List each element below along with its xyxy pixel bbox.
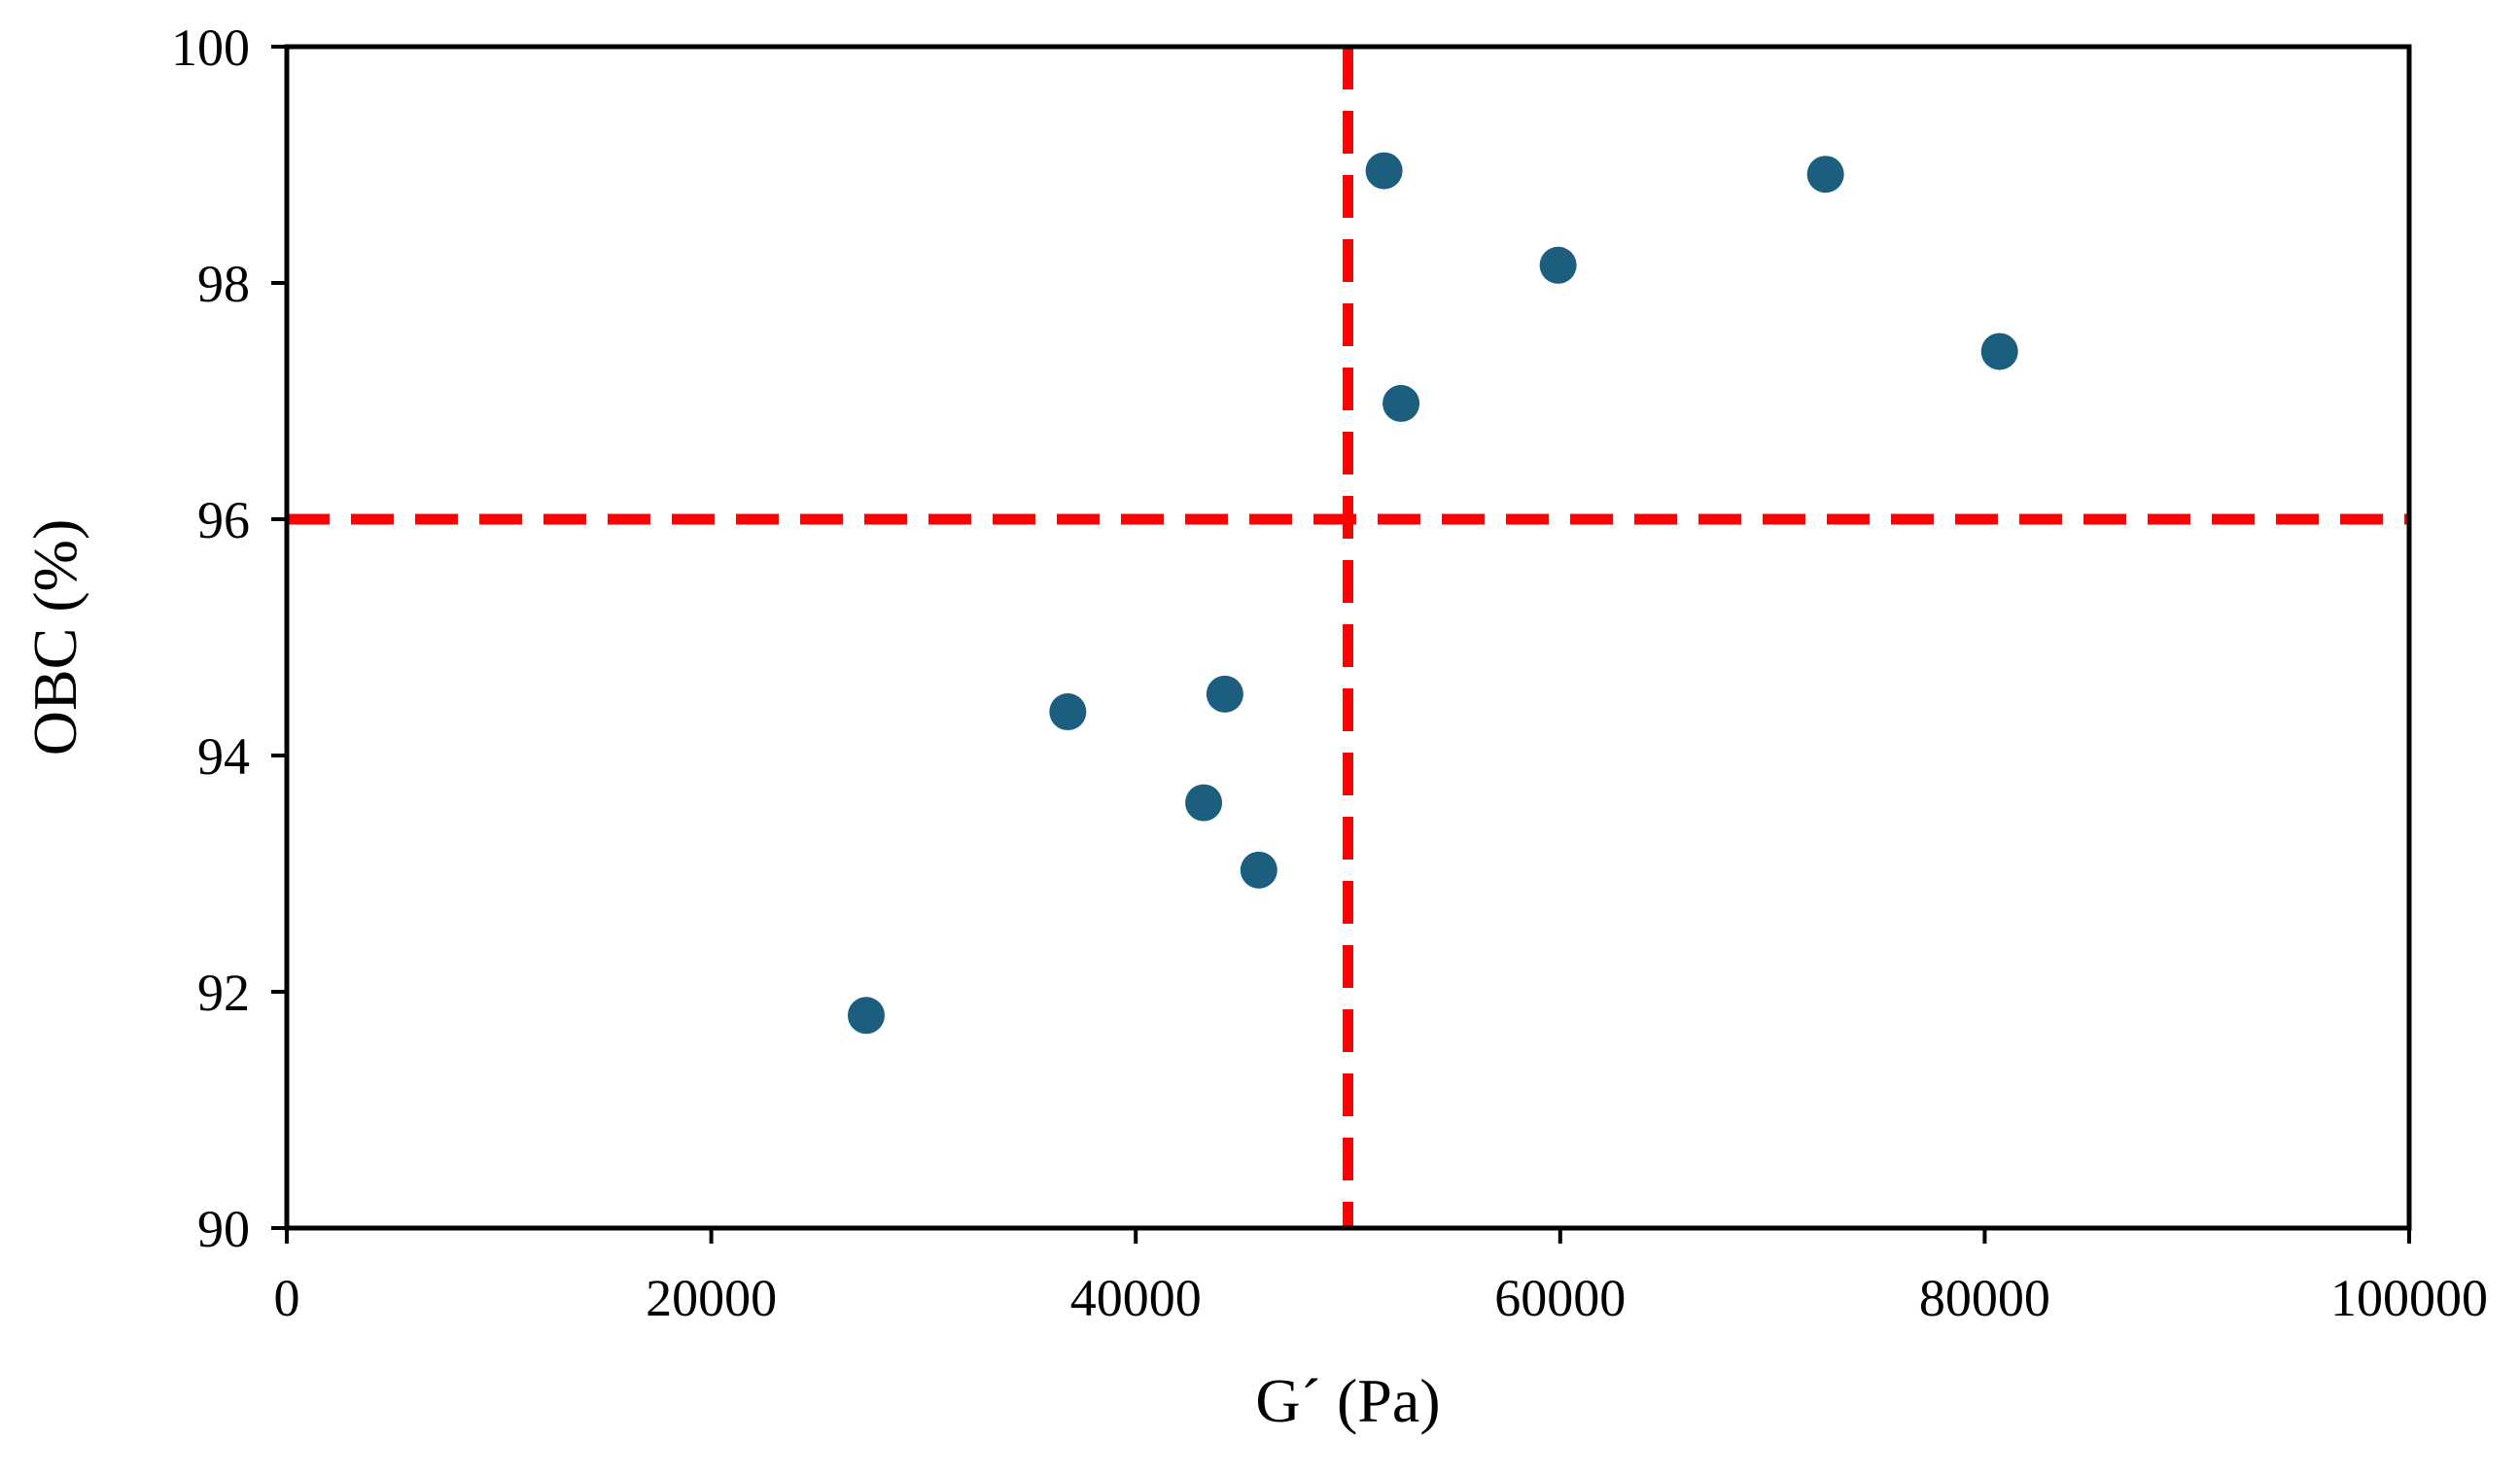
data-point — [1980, 333, 2018, 370]
y-tick-label: 100 — [171, 18, 250, 77]
data-point — [1240, 851, 1278, 889]
y-tick-label: 96 — [197, 491, 250, 549]
data-point — [1206, 675, 1243, 713]
data-points — [847, 152, 2018, 1035]
tick-labels: 0 20000 40000 60000 80000 100000 90 92 94 96 98 100 — [171, 18, 2488, 1327]
plot-frame — [284, 44, 2412, 1231]
threshold-lines — [287, 47, 2409, 1228]
y-axis-title: OBC (%) — [20, 519, 89, 756]
data-point — [1365, 152, 1403, 190]
ticks-layer — [271, 45, 2411, 1244]
x-tick-label: 80000 — [1919, 1269, 2050, 1327]
y-tick-label: 98 — [197, 255, 250, 313]
y-tick-label: 92 — [197, 964, 250, 1022]
x-axis-title: G´ (Pa) — [1255, 1366, 1440, 1435]
data-point — [1806, 156, 1844, 193]
data-point — [1185, 784, 1223, 822]
y-tick-label: 90 — [197, 1200, 250, 1258]
x-tick-label: 100000 — [2330, 1269, 2488, 1327]
data-point — [1382, 384, 1420, 422]
data-point — [1539, 246, 1577, 284]
x-tick-label: 20000 — [646, 1269, 777, 1327]
x-tick-label: 60000 — [1494, 1269, 1626, 1327]
y-tick-label: 94 — [197, 727, 250, 786]
x-tick-label: 40000 — [1070, 1269, 1202, 1327]
x-tick-label: 0 — [274, 1269, 300, 1327]
data-point — [1049, 693, 1087, 731]
data-point — [847, 997, 885, 1035]
